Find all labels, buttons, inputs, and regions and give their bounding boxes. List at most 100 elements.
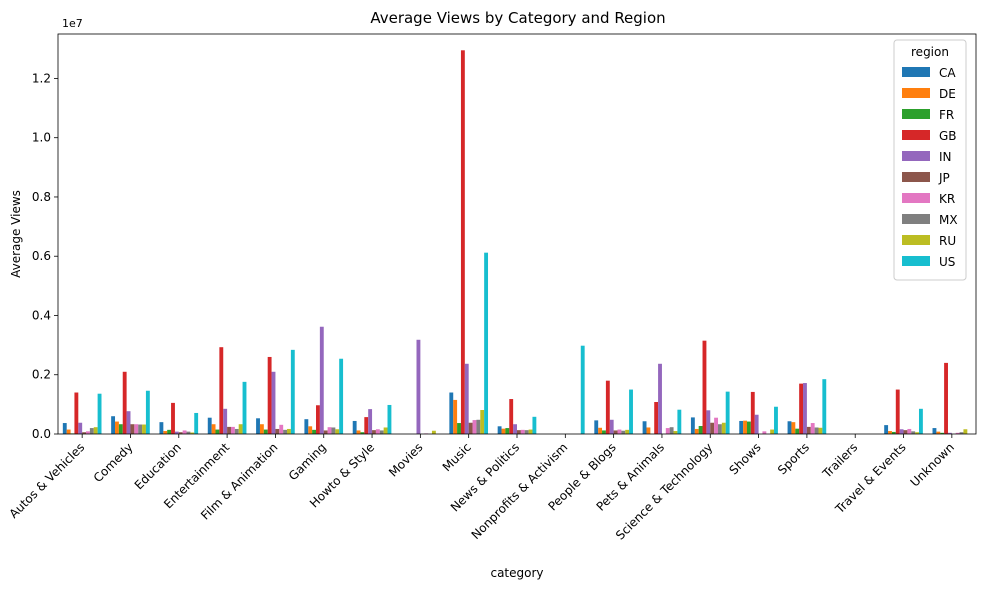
bar-DE-11 (598, 427, 603, 434)
bars-layer (62, 50, 968, 435)
bar-JP-13 (710, 422, 715, 434)
y-tick-label: 0.6 (32, 249, 51, 263)
bar-RU-6 (383, 427, 388, 434)
bar-DE-6 (356, 430, 361, 434)
bar-DE-14 (743, 420, 747, 434)
legend-label-US: US (939, 255, 955, 269)
bar-MX-17 (911, 431, 916, 434)
bar-GB-1 (122, 371, 127, 434)
bar-MX-3 (234, 428, 239, 434)
bar-CA-0 (62, 423, 67, 434)
bar-IN-2 (174, 431, 179, 434)
bar-GB-6 (364, 417, 369, 434)
bar-GB-4 (267, 356, 272, 434)
bar-KR-17 (907, 428, 912, 434)
bar-FR-6 (360, 432, 365, 434)
bar-RU-0 (93, 427, 98, 434)
bar-CA-14 (739, 420, 744, 434)
bar-GB-17 (895, 389, 900, 434)
bar-MX-13 (717, 424, 722, 434)
bar-RU-2 (190, 432, 195, 434)
legend-swatch-JP (902, 172, 930, 182)
legend-swatch-RU (902, 235, 930, 245)
bar-JP-17 (903, 430, 908, 434)
bar-RU-4 (287, 428, 291, 434)
x-axis-label: category (490, 566, 543, 580)
x-tick-label: Comedy (91, 440, 136, 485)
legend-swatch-DE (902, 88, 930, 98)
bar-CA-5 (304, 419, 309, 434)
legend-label-IN: IN (939, 150, 952, 164)
bar-KR-12 (665, 428, 670, 434)
bar-US-1 (145, 390, 150, 434)
bar-FR-14 (746, 421, 751, 434)
legend-swatch-US (902, 256, 930, 266)
bar-FR-15 (795, 428, 800, 434)
plot-frame (57, 33, 977, 435)
bar-FR-5 (312, 429, 317, 434)
x-tick-label: Autos & Vehicles (6, 440, 87, 521)
legend-label-KR: KR (939, 192, 955, 206)
bar-DE-8 (453, 399, 458, 434)
bar-IN-17 (899, 429, 904, 434)
bar-US-10 (580, 345, 585, 434)
bar-MX-18 (959, 432, 964, 434)
bar-US-14 (774, 406, 778, 434)
bar-IN-5 (319, 326, 324, 434)
bar-FR-13 (698, 426, 703, 434)
y-tick-label: 1.2 (32, 71, 51, 85)
bar-CA-1 (111, 416, 116, 434)
bar-JP-3 (227, 426, 231, 434)
bar-CA-15 (787, 421, 792, 434)
bar-FR-8 (457, 423, 461, 434)
bar-DE-2 (163, 431, 168, 434)
bar-US-2 (194, 412, 199, 434)
bar-FR-9 (505, 428, 510, 434)
bar-GB-14 (750, 391, 755, 434)
legend-label-JP: JP (938, 171, 950, 185)
y-tick-label: 0.2 (32, 368, 51, 382)
legend-swatch-KR (902, 193, 930, 203)
bar-IN-9 (513, 424, 517, 434)
bar-US-0 (97, 393, 102, 434)
bar-GB-11 (605, 380, 610, 434)
bar-DE-12 (646, 427, 651, 434)
y-offset-label: 1e7 (62, 17, 83, 30)
legend-swatch-CA (902, 67, 930, 77)
y-tick-label: 0.0 (32, 427, 51, 441)
bar-US-4 (290, 349, 295, 434)
bar-IN-13 (706, 410, 711, 434)
y-axis-label: Average Views (9, 190, 23, 278)
bar-RU-15 (818, 427, 823, 434)
bar-KR-3 (230, 426, 235, 434)
bar-GB-0 (74, 392, 79, 434)
legend-label-DE: DE (939, 87, 956, 101)
bar-US-3 (242, 381, 247, 434)
legend-label-MX: MX (939, 213, 958, 227)
bar-CA-2 (159, 422, 164, 434)
bar-DE-5 (308, 426, 313, 434)
x-tick-label: Education (132, 440, 184, 492)
bar-RU-5 (335, 429, 340, 434)
x-tick-label: Movies (386, 440, 425, 479)
legend-swatch-FR (902, 109, 930, 119)
bar-CA-17 (884, 425, 889, 434)
bar-MX-4 (283, 429, 288, 434)
bar-RU-14 (770, 429, 775, 434)
bar-JP-9 (517, 430, 521, 434)
bar-IN-12 (658, 363, 662, 434)
bar-DE-9 (501, 428, 506, 434)
bar-GB-12 (654, 402, 659, 434)
bar-GB-15 (799, 383, 804, 434)
y-tick-label: 0.8 (32, 190, 51, 204)
bar-JP-6 (372, 430, 376, 434)
bar-US-13 (725, 391, 730, 434)
bar-CA-11 (594, 420, 599, 434)
bar-FR-2 (167, 429, 172, 434)
bar-DE-4 (259, 424, 264, 434)
bar-KR-15 (810, 423, 815, 434)
bar-IN-0 (78, 422, 83, 434)
y-tick-label: 0.4 (32, 308, 51, 322)
bar-RU-12 (673, 431, 678, 434)
